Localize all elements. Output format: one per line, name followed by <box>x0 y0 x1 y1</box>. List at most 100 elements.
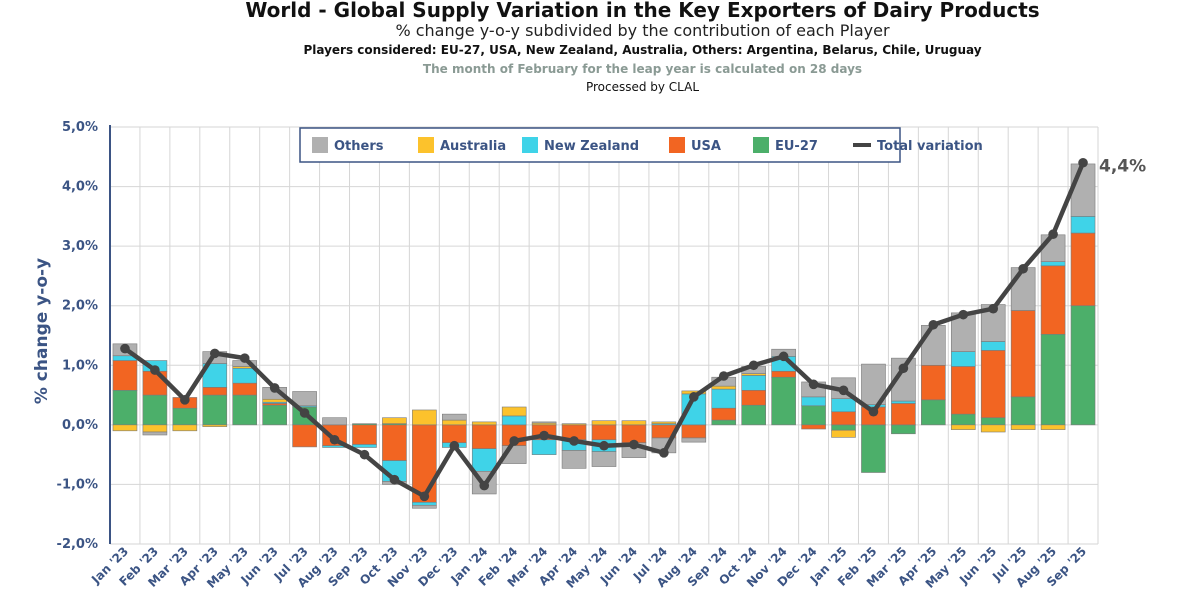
total-variation-point <box>718 371 729 381</box>
bar-usa <box>1040 265 1066 335</box>
bar-australia <box>1010 424 1036 430</box>
bar-australia <box>591 420 617 426</box>
bar-eu-27 <box>202 394 228 426</box>
bar-new-zealand <box>531 439 557 455</box>
bar-usa <box>921 364 946 401</box>
legend-swatch <box>753 137 769 153</box>
total-variation-point <box>928 319 939 330</box>
bar-australia <box>561 423 587 426</box>
total-variation-point <box>120 343 130 354</box>
bar-australia <box>471 421 497 426</box>
total-variation-point <box>629 439 639 450</box>
bar-usa <box>771 370 796 378</box>
bar-others <box>921 325 946 366</box>
y-tick-label: 1,0% <box>62 358 98 373</box>
chart-subtitle: % change y-o-y subdivided by the contrib… <box>395 21 890 40</box>
legend-label: Australia <box>440 139 506 154</box>
processed-by: Processed by CLAL <box>585 80 700 94</box>
bar-eu-27 <box>950 413 976 426</box>
bar-others <box>561 450 587 469</box>
chart-title: World - Global Supply Variation in the K… <box>245 0 1040 22</box>
bar-australia <box>1040 424 1066 430</box>
bar-usa <box>681 424 707 439</box>
bar-eu-27 <box>142 394 168 426</box>
bar-usa <box>202 387 228 396</box>
bar-eu-27 <box>1010 396 1036 426</box>
bar-eu-27 <box>1040 334 1066 426</box>
y-tick-label: 2,0% <box>62 299 98 314</box>
bar-usa <box>232 382 258 396</box>
bar-usa <box>1070 232 1096 307</box>
leap-year-note: The month of February for the leap year … <box>422 62 863 76</box>
total-variation-point <box>539 430 549 441</box>
total-variation-point <box>689 392 699 402</box>
legend-label: Others <box>334 139 384 154</box>
bar-eu-27 <box>232 394 258 426</box>
bar-australia <box>501 406 527 417</box>
bar-usa <box>591 424 617 441</box>
total-variation-point <box>419 491 430 502</box>
bar-australia <box>711 385 737 390</box>
bar-usa <box>980 350 1006 419</box>
legend-swatch <box>312 137 328 153</box>
bar-australia <box>172 424 198 432</box>
y-tick-label: 5,0% <box>62 120 98 135</box>
y-tick-label: 0,0% <box>62 418 98 433</box>
total-variation-point <box>329 434 340 445</box>
bar-usa <box>950 366 976 415</box>
y-axis-label: % change y-o-y <box>32 258 52 404</box>
total-variation-line: 4,4% <box>120 157 1146 502</box>
bar-others <box>1010 267 1036 311</box>
bar-usa <box>831 411 856 426</box>
total-variation-point <box>898 363 909 374</box>
bar-eu-27 <box>891 424 916 435</box>
bar-new-zealand <box>501 415 527 426</box>
bar-australia <box>112 424 138 432</box>
total-variation-point <box>389 474 400 485</box>
bar-new-zealand <box>1040 261 1066 267</box>
bar-australia <box>412 409 437 426</box>
bar-others <box>1040 234 1066 262</box>
bar-australia <box>202 424 228 427</box>
total-variation-point <box>958 309 969 320</box>
legend-swatch <box>418 137 434 153</box>
total-variation-point <box>988 303 999 314</box>
bar-australia <box>621 420 647 426</box>
bar-new-zealand <box>891 400 916 404</box>
y-tick-label: 3,0% <box>62 239 98 254</box>
y-tick-label: -2,0% <box>57 537 98 552</box>
bar-australia <box>142 424 168 433</box>
bar-new-zealand <box>980 341 1006 351</box>
bar-new-zealand <box>950 351 976 367</box>
total-variation-point <box>808 379 819 390</box>
players-considered: Players considered: EU-27, USA, New Zeal… <box>303 43 982 57</box>
y-tick-label: -1,0% <box>57 477 98 492</box>
bar-eu-27 <box>831 424 856 431</box>
bars <box>112 163 1096 509</box>
total-variation-point <box>239 353 250 363</box>
bar-usa <box>801 424 826 430</box>
total-variation-point <box>269 383 280 393</box>
bar-eu-27 <box>172 407 198 426</box>
total-variation-point <box>180 395 190 405</box>
total-variation-point <box>209 348 220 359</box>
bar-eu-27 <box>921 399 946 426</box>
bar-new-zealand <box>412 501 437 506</box>
end-value-label: 4,4% <box>1099 157 1146 177</box>
bar-new-zealand <box>741 375 766 391</box>
total-variation-point <box>569 436 579 446</box>
legend-label: Total variation <box>877 139 983 154</box>
bar-eu-27 <box>771 376 796 426</box>
total-variation-point <box>150 365 160 375</box>
bar-new-zealand <box>711 388 737 409</box>
gridlines <box>109 126 1099 545</box>
bar-australia <box>651 421 677 424</box>
bar-usa <box>891 403 916 426</box>
bar-others <box>142 431 168 436</box>
bar-eu-27 <box>861 424 886 473</box>
bar-eu-27 <box>1070 305 1096 426</box>
legend-label: New Zealand <box>544 139 639 154</box>
total-variation-point <box>748 360 759 371</box>
legend-label: USA <box>691 139 721 154</box>
